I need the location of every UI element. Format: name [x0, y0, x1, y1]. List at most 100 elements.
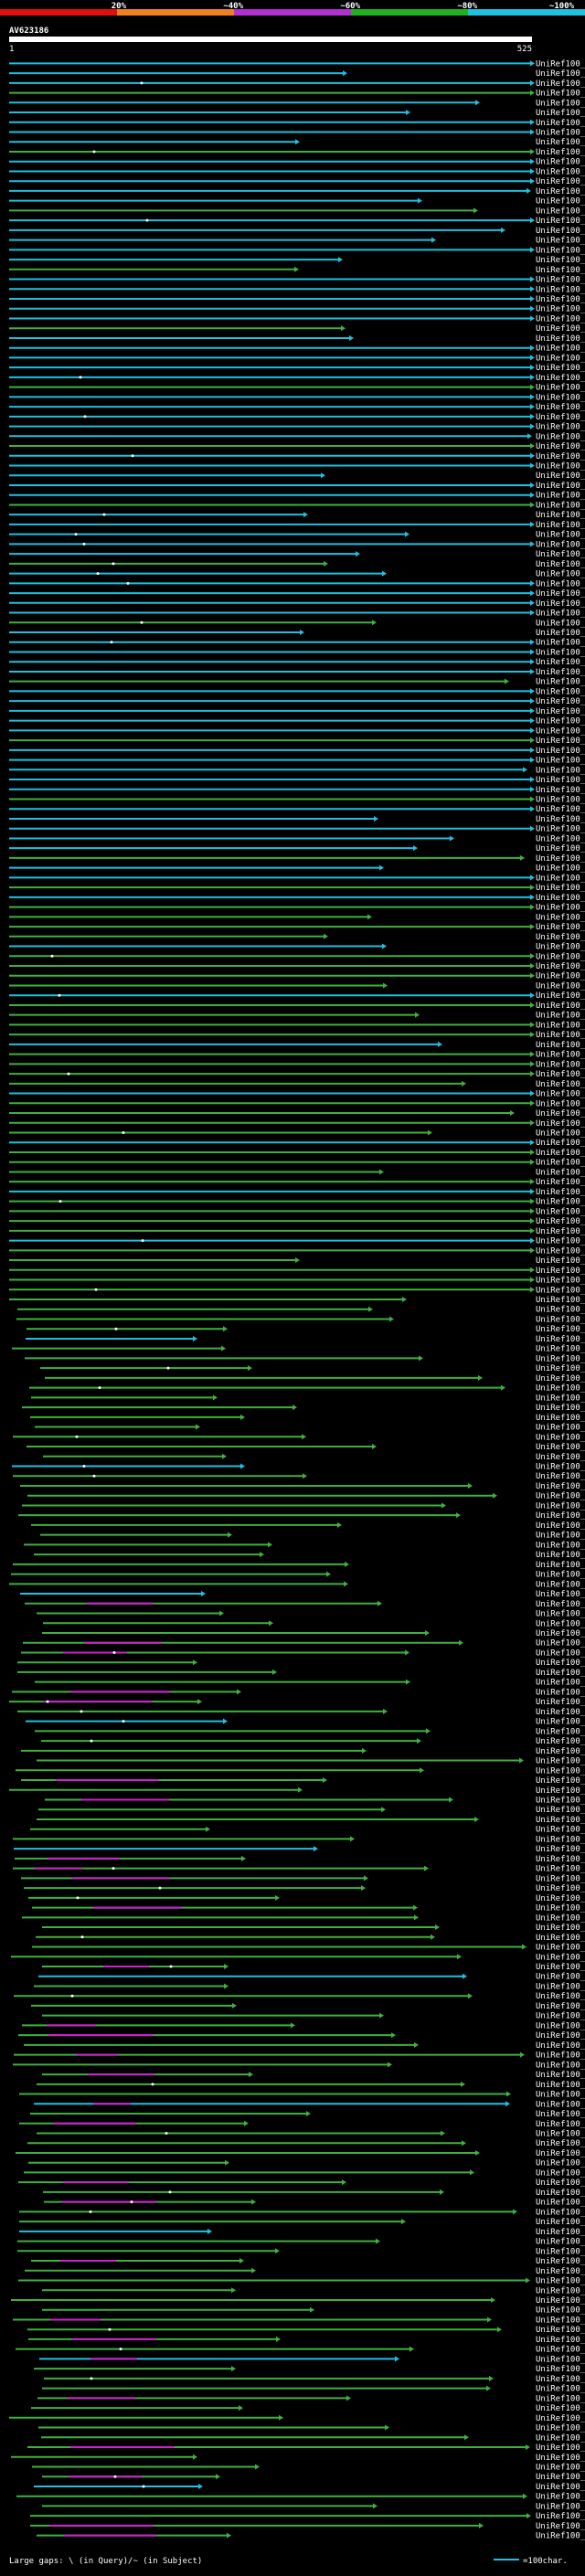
hit-label[interactable]: UniRef100_B4J2B0: [536, 1894, 585, 1903]
hit-row[interactable]: UniRef100_Q2S189: [9, 1178, 585, 1187]
hit-row[interactable]: UniRef100_B9SUB8: [9, 1051, 585, 1060]
hit-label[interactable]: UniRef100_B8BQ72: [536, 374, 585, 383]
hit-row[interactable]: UniRef100_A9QGB5: [15, 1855, 585, 1864]
hit-label[interactable]: UniRef100_Q6DIV0: [536, 167, 585, 176]
hit-label[interactable]: UniRef100_UP1000...: [536, 266, 585, 275]
hit-label[interactable]: UniRef100_Q3SUD1: [536, 1002, 585, 1011]
hit-row[interactable]: UniRef100_A9TLL0: [9, 119, 585, 128]
hit-label[interactable]: UniRef100_Q56J00: [536, 1776, 585, 1786]
hit-row[interactable]: UniRef100_A5DAQ8: [27, 2139, 585, 2148]
hit-row[interactable]: UniRef100_B8BQ72: [9, 374, 585, 383]
hit-label[interactable]: UniRef100_A4RW84: [536, 227, 585, 236]
hit-row[interactable]: UniRef100_Q6PPH2: [9, 1159, 585, 1168]
hit-label[interactable]: UniRef100_UP1000...: [536, 472, 585, 481]
hit-row[interactable]: UniRef100_C4YTG2: [42, 2502, 585, 2511]
hit-row[interactable]: UniRef100_C7TWL6: [9, 1168, 585, 1177]
hit-label[interactable]: UniRef100_C5GEJ3: [536, 1453, 585, 1462]
hit-label[interactable]: UniRef100_P44800: [536, 1904, 585, 1913]
hit-label[interactable]: UniRef100_B3NQ87: [536, 1600, 585, 1609]
hit-row[interactable]: UniRef100_Q2V991: [9, 570, 585, 579]
hit-label[interactable]: UniRef100_B7Q365: [536, 658, 585, 667]
hit-row[interactable]: UniRef100_B7SP58: [37, 1757, 585, 1766]
hit-label[interactable]: UniRef100_Q5BD47: [536, 1963, 585, 1972]
hit-row[interactable]: UniRef100_Q27J08: [9, 737, 585, 746]
hit-row[interactable]: UniRef100_A6ZIC2: [42, 2306, 585, 2316]
hit-row[interactable]: UniRef100_Q9U4Y2: [17, 1659, 585, 1668]
hit-row[interactable]: UniRef100_Q01F70: [9, 138, 585, 147]
hit-label[interactable]: UniRef100_B5DFX3: [536, 345, 585, 354]
hit-row[interactable]: UniRef100_B2VDC3: [9, 1207, 585, 1216]
hit-row[interactable]: UniRef100_Q9UIJ8: [9, 1021, 585, 1030]
hit-label[interactable]: UniRef100_Q7YST8: [536, 2071, 585, 2080]
hit-label[interactable]: UniRef100_UP1000...: [536, 324, 585, 334]
hit-row[interactable]: UniRef100_B4KUT6: [21, 1747, 585, 1756]
hit-label[interactable]: UniRef100_C1MZQ8: [536, 99, 585, 108]
hit-label[interactable]: UniRef100_A9QGB5: [536, 1855, 585, 1864]
hit-row[interactable]: UniRef100_A3CLS7: [9, 1580, 585, 1589]
hit-label[interactable]: UniRef100_Q1B040: [536, 894, 585, 903]
hit-label[interactable]: UniRef100_C5KT71: [536, 668, 585, 677]
hit-label[interactable]: UniRef100_A5DAQ8: [536, 2139, 585, 2148]
hit-row[interactable]: UniRef100_B4J2B0: [28, 1894, 585, 1903]
hit-row[interactable]: UniRef100_C4M390: [32, 2463, 585, 2472]
hit-label[interactable]: UniRef100_Q1WLW3: [536, 59, 585, 69]
hit-label[interactable]: UniRef100_A8HVP6: [536, 177, 585, 186]
hit-row[interactable]: UniRef100_A8P5W2: [9, 707, 585, 716]
hit-row[interactable]: UniRef100_Q94403: [9, 579, 585, 588]
hit-row[interactable]: UniRef100_Q2PMD0: [40, 1364, 585, 1373]
hit-label[interactable]: UniRef100_A9Y1T8: [536, 1070, 585, 1079]
hit-label[interactable]: UniRef100_A3CLS7: [536, 1580, 585, 1589]
hit-label[interactable]: UniRef100_C0ZZ67: [536, 952, 585, 961]
hit-row[interactable]: UniRef100_Q5BD47: [42, 1963, 585, 1972]
hit-label[interactable]: UniRef100_P25387: [536, 69, 585, 79]
hit-row[interactable]: UniRef100_A8N6I5: [9, 904, 585, 913]
hit-label[interactable]: UniRef100_Q4QTN2: [536, 2277, 585, 2286]
hit-row[interactable]: UniRef100_C6XLK3: [9, 1246, 585, 1256]
hit-row[interactable]: UniRef100_UP1000...: [9, 1149, 585, 1158]
hit-row[interactable]: UniRef100_B6KQ25: [9, 1237, 585, 1246]
hit-label[interactable]: UniRef100_B4KQ59: [536, 844, 585, 853]
hit-row[interactable]: UniRef100_A9GT57: [9, 1256, 585, 1266]
hit-row[interactable]: UniRef100_UP1000...: [9, 815, 585, 824]
hit-row[interactable]: UniRef100_A2QRR8: [31, 1521, 585, 1531]
hit-label[interactable]: UniRef100_UP1000...: [536, 981, 585, 991]
hit-label[interactable]: UniRef100_Q6L4F8: [536, 1541, 585, 1550]
hit-row[interactable]: UniRef100_UP1000...: [9, 266, 585, 275]
hit-row[interactable]: UniRef100_Q0T6T3: [45, 1796, 585, 1805]
hit-label[interactable]: UniRef100_Q01369: [536, 805, 585, 814]
hit-label[interactable]: UniRef100_C4YT14: [536, 2168, 585, 2178]
hit-row[interactable]: UniRef100_Q3QXH6: [13, 2061, 585, 2070]
hit-row[interactable]: UniRef100_Q9M5A0: [9, 943, 585, 952]
hit-row[interactable]: UniRef100_Q7SEG3: [11, 2454, 585, 2463]
hit-label[interactable]: UniRef100_Q6YZ17: [536, 511, 585, 520]
hit-label[interactable]: UniRef100_Q6C592: [536, 1982, 585, 1991]
hit-label[interactable]: UniRef100_A8N6I5: [536, 904, 585, 913]
hit-row[interactable]: UniRef100_Q24042: [25, 2267, 585, 2276]
hit-label[interactable]: UniRef100_Q4VH19: [536, 1934, 585, 1943]
hit-label[interactable]: UniRef100_Q4MM95: [536, 766, 585, 775]
hit-row[interactable]: UniRef100_B5YPR9: [37, 2532, 585, 2541]
hit-row[interactable]: UniRef100_Q8S3B4: [9, 1217, 585, 1226]
hit-row[interactable]: UniRef100_Q42248: [9, 237, 585, 246]
hit-label[interactable]: UniRef100_B2VS63: [536, 786, 585, 795]
hit-row[interactable]: UniRef100_Q2FB06: [9, 1198, 585, 1207]
hit-row[interactable]: UniRef100_C0ZZ67: [9, 952, 585, 961]
hit-row[interactable]: UniRef100_B2SBY1: [18, 1511, 585, 1521]
hit-label[interactable]: UniRef100_B9YSL1: [536, 2512, 585, 2521]
hit-row[interactable]: UniRef100_B4N2K6: [9, 757, 585, 766]
hit-row[interactable]: UniRef100_C5L225: [31, 2404, 585, 2413]
hit-label[interactable]: UniRef100_C0H7Q9: [536, 334, 585, 344]
hit-label[interactable]: UniRef100_UP1000...: [536, 913, 585, 922]
hit-label[interactable]: UniRef100_C4LT18: [536, 2355, 585, 2364]
hit-row[interactable]: UniRef100_Q9SXQ6: [9, 933, 585, 942]
hit-label[interactable]: UniRef100_Q2IJ25: [536, 1786, 585, 1796]
hit-label[interactable]: UniRef100_UP1000...: [536, 1345, 585, 1354]
hit-label[interactable]: UniRef100_B3NGP5: [536, 864, 585, 874]
hit-label[interactable]: UniRef100_A6NRY1: [536, 1688, 585, 1697]
hit-row[interactable]: UniRef100_Q6C9D0: [27, 2443, 585, 2453]
hit-row[interactable]: UniRef100_A9JQY5: [9, 501, 585, 510]
hit-label[interactable]: UniRef100_UP1000...: [536, 1737, 585, 1746]
hit-row[interactable]: UniRef100_B9IZ23: [9, 550, 585, 559]
hit-row[interactable]: UniRef100_B6QF06: [27, 1492, 585, 1501]
hit-label[interactable]: UniRef100_Q41B58: [536, 540, 585, 549]
